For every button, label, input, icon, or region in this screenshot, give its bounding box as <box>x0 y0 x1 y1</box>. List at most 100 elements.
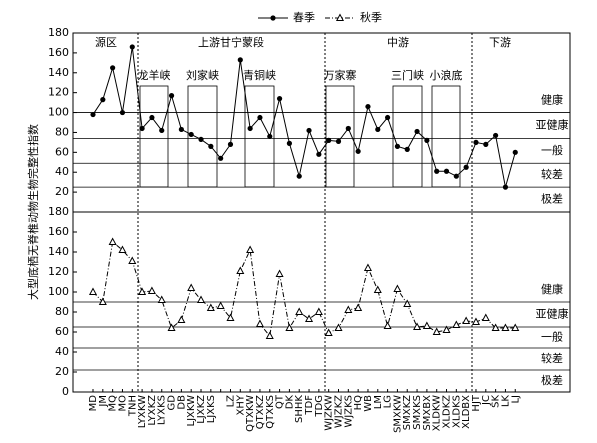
point <box>442 325 451 333</box>
x-tick-label: QT <box>275 394 286 409</box>
y2-tick-label: 160 <box>48 225 69 238</box>
band-label: 健康 <box>541 282 563 296</box>
y-tick-label: 20 <box>55 185 69 198</box>
x-tick-label: LYXKW <box>137 395 148 428</box>
reservoir-box <box>187 85 218 188</box>
band-label: 较差 <box>541 351 563 365</box>
point <box>227 141 234 147</box>
point <box>502 184 509 190</box>
point <box>365 103 371 110</box>
region-label: 中游 <box>387 36 409 49</box>
region-label: 下游 <box>489 36 511 49</box>
point <box>88 287 98 295</box>
reservoir-label: 三门峡 <box>391 68 424 82</box>
point <box>491 323 500 331</box>
x-tick-label: LJXKS <box>206 395 217 423</box>
x-tick-label: MD <box>88 395 99 412</box>
point <box>354 303 363 311</box>
point <box>226 313 235 321</box>
point <box>119 109 126 116</box>
x-tick-label: WJZKZ <box>334 395 345 428</box>
point <box>512 149 518 155</box>
y-tick-label: 40 <box>55 165 69 178</box>
point <box>98 297 107 305</box>
point <box>501 323 510 331</box>
band-label: 极差 <box>541 373 563 387</box>
point <box>316 151 322 157</box>
x-tick-label: QTXKW <box>245 395 256 432</box>
point <box>305 314 314 322</box>
reservoir-label: 刘家峡 <box>186 68 219 82</box>
x-tick-label: SHHK <box>294 395 305 423</box>
legend-label: 春季 <box>293 11 315 24</box>
band-label: 亚健康 <box>536 117 569 131</box>
band-label: 较差 <box>541 167 563 181</box>
point <box>394 143 401 149</box>
point <box>216 301 225 309</box>
band-label: 极差 <box>541 192 563 206</box>
point <box>355 148 361 154</box>
x-tick-label: LK <box>500 395 511 408</box>
reservoir-box <box>431 85 461 188</box>
point <box>149 114 155 121</box>
x-tick-label: LJ <box>510 395 521 404</box>
x-tick-label: JC <box>481 395 492 406</box>
x-tick-label: SK <box>491 395 502 408</box>
point <box>345 125 351 132</box>
reservoir-label: 万家寨 <box>324 68 357 82</box>
legend-marker <box>335 13 345 21</box>
x-tick-label: QTXKS <box>265 395 276 429</box>
point <box>196 295 206 303</box>
point <box>188 131 194 138</box>
x-tick-label: LM <box>373 395 384 409</box>
y-tick-label: 60 <box>55 145 69 158</box>
point <box>138 287 147 295</box>
x-tick-label: SMXBX <box>422 395 433 431</box>
point <box>295 307 304 315</box>
point <box>110 65 116 71</box>
point <box>187 283 196 291</box>
x-tick-label: WJZKS <box>343 395 354 428</box>
point <box>206 303 215 311</box>
x-tick-label: GD <box>167 395 178 411</box>
x-tick-label: JM <box>98 395 109 408</box>
point <box>373 285 382 293</box>
reservoir-box <box>325 85 355 188</box>
x-tick-label: MO <box>117 395 128 412</box>
point <box>118 245 127 253</box>
point <box>511 323 520 331</box>
point <box>157 295 166 303</box>
point <box>422 321 431 329</box>
point <box>178 126 184 133</box>
y-axis-title: 大型底栖无脊椎动物生物完整性指数 <box>26 124 40 300</box>
band-label: 健康 <box>541 93 563 107</box>
point <box>383 321 392 329</box>
point <box>452 320 461 328</box>
point <box>159 127 165 134</box>
point <box>453 173 459 179</box>
x-tick-label: SMXKS <box>412 395 423 430</box>
x-tick-label: QTXKZ <box>255 395 266 429</box>
x-tick-label: LJXKZ <box>196 395 207 424</box>
y2-tick-label: 140 <box>48 245 69 258</box>
point <box>286 140 292 146</box>
x-tick-label: LZ <box>225 395 236 408</box>
region-label: 源区 <box>95 35 117 49</box>
x-tick-label: LYXKZ <box>147 395 158 426</box>
x-tick-label: HQ <box>353 395 364 411</box>
x-tick-label: XLDKW <box>432 395 443 431</box>
x-tick-label: DK <box>284 395 295 410</box>
point <box>296 173 302 179</box>
point <box>414 128 420 135</box>
reservoir-label: 龙羊峡 <box>138 68 171 82</box>
point <box>177 315 186 323</box>
x-tick-label: LJXKW <box>186 395 197 427</box>
band-label: 一般 <box>541 144 563 157</box>
point <box>375 126 381 133</box>
point <box>403 299 412 307</box>
x-tick-label: TNH <box>127 395 138 417</box>
x-tick-label: TDF <box>304 395 315 416</box>
point <box>198 136 204 143</box>
point <box>265 331 274 339</box>
point <box>100 97 106 103</box>
